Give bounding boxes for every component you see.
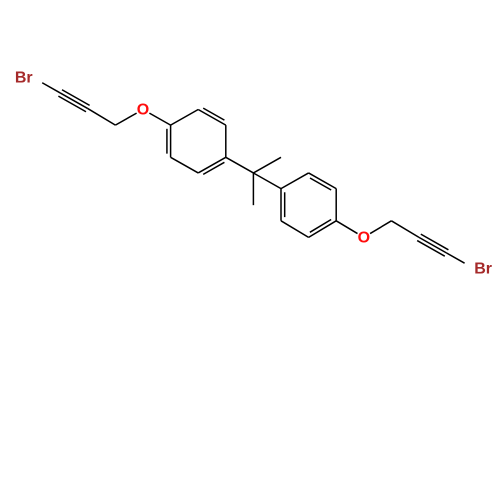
bond [88,109,116,126]
bond [336,221,357,234]
bond [198,157,226,173]
bond [447,253,465,263]
bond [42,83,60,93]
bond [171,157,199,173]
atom-label-br: Br [474,261,492,278]
bond [171,109,199,125]
bond [281,221,309,238]
bond [370,221,391,234]
bond [115,113,136,125]
bond [281,173,309,189]
molecule-diagram: Br O O Br [0,0,500,500]
bond [417,241,445,257]
bond [60,93,88,109]
bond [198,109,226,125]
bond [253,157,281,173]
atom-label-o: O [358,229,370,246]
bond [62,90,90,106]
bond [226,157,254,173]
bond [421,234,449,250]
bond [391,221,419,238]
atom-label-br: Br [15,69,33,86]
bond [58,96,86,112]
bond [149,113,170,125]
bond [253,173,281,189]
bond [309,173,337,189]
atom-label-o: O [137,101,149,118]
bond [419,237,447,253]
bond [309,221,337,238]
